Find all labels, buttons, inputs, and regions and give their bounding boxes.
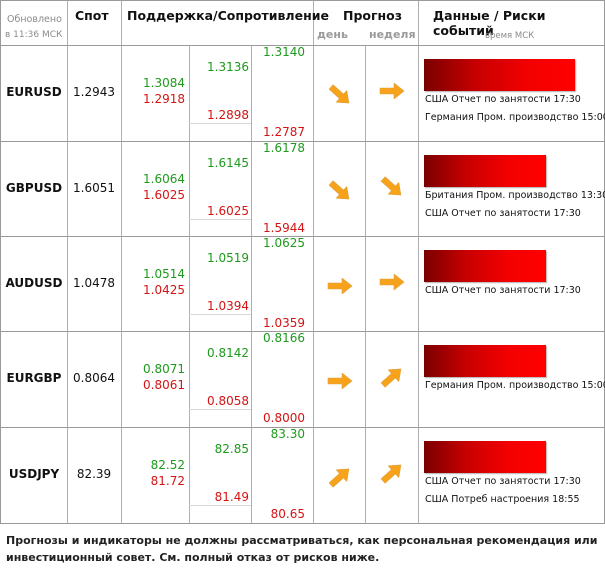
- currency-pair: AUDUSD: [5, 276, 63, 290]
- row-divider: [1, 141, 604, 142]
- support-3: 1.2787: [263, 125, 305, 139]
- up-right-arrow-icon: [380, 464, 402, 484]
- up-right-arrow-icon: [380, 368, 402, 388]
- resistance-2: 1.3136: [207, 60, 249, 74]
- col-divider: [67, 1, 68, 523]
- resistance-1: 1.6064: [143, 172, 185, 186]
- support-1: 1.2918: [143, 92, 185, 106]
- support-1: 1.0425: [143, 283, 185, 297]
- resistance-1: 1.0514: [143, 267, 185, 281]
- currency-pair: EURUSD: [6, 85, 62, 99]
- resistance-3: 1.3140: [263, 45, 305, 59]
- col-divider: [251, 45, 252, 523]
- spot-price: 1.6051: [73, 181, 115, 195]
- row-divider: [1, 236, 604, 237]
- down-right-arrow-icon: [380, 176, 402, 196]
- risk-bar: [424, 441, 546, 473]
- disclaimer-text: Прогнозы и индикаторы не должны рассматр…: [6, 534, 598, 564]
- resistance-3: 0.8166: [263, 331, 305, 345]
- resistance-2: 1.0519: [207, 251, 249, 265]
- resistance-2: 0.8142: [207, 346, 249, 360]
- col-divider: [313, 1, 314, 523]
- support-1: 81.72: [150, 474, 185, 488]
- support-2: 1.2898: [207, 108, 249, 122]
- resistance-2: 82.85: [214, 442, 249, 456]
- support-3: 0.8000: [263, 411, 305, 425]
- event-item: Британия Пром. производство 13:30: [425, 190, 605, 201]
- event-item: Германия Пром. производство 15:00: [425, 112, 605, 123]
- support-2: 0.8058: [207, 394, 249, 408]
- risk-bar: [424, 345, 546, 377]
- row-divider: [1, 331, 604, 332]
- header-spot: Спот: [75, 8, 109, 23]
- col-divider: [365, 45, 366, 523]
- right-arrow-icon: [327, 373, 353, 389]
- level-separator: [189, 409, 251, 410]
- forex-outlook-table: Обновлено в 11:36 МСК Спот Поддержка/Соп…: [0, 0, 605, 524]
- event-item: Германия Пром. производство 15:00: [425, 380, 605, 391]
- up-right-arrow-icon: [328, 468, 350, 488]
- spot-price: 82.39: [76, 467, 112, 481]
- support-1: 0.8061: [143, 378, 185, 392]
- col-divider: [121, 1, 122, 523]
- resistance-1: 82.52: [150, 458, 185, 472]
- support-3: 1.0359: [263, 316, 305, 330]
- support-3: 1.5944: [263, 221, 305, 235]
- event-item: США Отчет по занятости 17:30: [425, 208, 581, 219]
- col-divider: [189, 45, 190, 523]
- updated-time: в 11:36 МСК: [5, 30, 63, 40]
- header-events-time: время МСК: [485, 31, 535, 41]
- down-right-arrow-icon: [328, 180, 350, 200]
- header-divider: [1, 45, 604, 46]
- support-3: 80.65: [270, 507, 305, 521]
- risk-bar: [424, 250, 546, 282]
- currency-pair: GBPUSD: [5, 181, 63, 195]
- risk-bar: [424, 155, 546, 187]
- risk-bar: [424, 59, 575, 91]
- right-arrow-icon: [327, 278, 353, 294]
- resistance-3: 1.0625: [263, 236, 305, 250]
- level-separator: [189, 219, 251, 220]
- level-separator: [189, 123, 251, 124]
- down-right-arrow-icon: [328, 84, 350, 104]
- right-arrow-icon: [379, 274, 405, 290]
- header-forecast: Прогноз: [343, 8, 403, 23]
- updated-label: Обновлено: [7, 14, 62, 25]
- currency-pair: EURGBP: [6, 371, 62, 385]
- currency-pair: USDJPY: [8, 467, 60, 481]
- spot-price: 1.0478: [73, 276, 115, 290]
- col-divider: [418, 1, 419, 523]
- row-divider: [1, 427, 604, 428]
- event-item: США Потреб настроения 18:55: [425, 494, 580, 505]
- support-2: 1.0394: [207, 299, 249, 313]
- header-forecast-day: день: [317, 28, 348, 41]
- support-2: 81.49: [214, 490, 249, 504]
- resistance-3: 1.6178: [263, 141, 305, 155]
- level-separator: [189, 505, 251, 506]
- event-item: США Отчет по занятости 17:30: [425, 476, 581, 487]
- event-item: США Отчет по занятости 17:30: [425, 285, 581, 296]
- header-forecast-week: неделя: [369, 28, 416, 41]
- spot-price: 0.8064: [73, 371, 115, 385]
- event-item: США Отчет по занятости 17:30: [425, 94, 581, 105]
- support-2: 1.6025: [207, 204, 249, 218]
- header-support-resistance: Поддержка/Сопротивление: [127, 8, 329, 23]
- resistance-3: 83.30: [270, 427, 305, 441]
- level-separator: [189, 314, 251, 315]
- right-arrow-icon: [379, 83, 405, 99]
- resistance-2: 1.6145: [207, 156, 249, 170]
- support-1: 1.6025: [143, 188, 185, 202]
- spot-price: 1.2943: [73, 85, 115, 99]
- resistance-1: 0.8071: [143, 362, 185, 376]
- resistance-1: 1.3084: [143, 76, 185, 90]
- header-events: Данные / Риски событий: [433, 8, 546, 38]
